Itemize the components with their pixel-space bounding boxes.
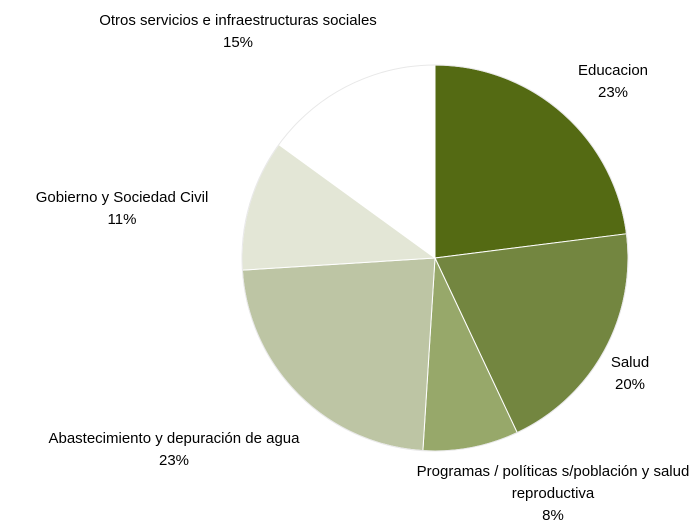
- slice-label-abastecimiento: Abastecimiento y depuración de agua 23%: [36, 428, 312, 472]
- pie-slice-3: [241, 257, 436, 452]
- slice-name-salud: Salud: [610, 354, 650, 371]
- slice-name-gobierno: Gobierno y Sociedad Civil: [35, 189, 209, 206]
- slice-name-educacion: Educacion: [577, 62, 649, 79]
- slice-name-otros: Otros servicios e infraestructuras socia…: [99, 12, 377, 29]
- pie-outline: [241, 64, 629, 452]
- slice-name-programas: Programas / políticas s/población y salu…: [416, 463, 690, 502]
- slice-label-salud: Salud 20%: [590, 352, 670, 396]
- slice-name-abastecimiento: Abastecimiento y depuración de agua: [48, 430, 300, 447]
- slice-pct-salud: 20%: [614, 376, 646, 393]
- slice-pct-otros: 15%: [222, 34, 254, 51]
- slice-label-otros: Otros servicios e infraestructuras socia…: [92, 10, 384, 54]
- slice-pct-abastecimiento: 23%: [158, 452, 190, 469]
- slice-pct-educacion: 23%: [597, 84, 629, 101]
- slice-label-educacion: Educacion 23%: [548, 60, 678, 104]
- slice-pct-gobierno: 11%: [107, 211, 137, 228]
- slice-label-gobierno: Gobierno y Sociedad Civil 11%: [4, 187, 240, 231]
- slice-label-programas: Programas / políticas s/población y salu…: [412, 461, 691, 527]
- slice-pct-programas: 8%: [542, 507, 564, 524]
